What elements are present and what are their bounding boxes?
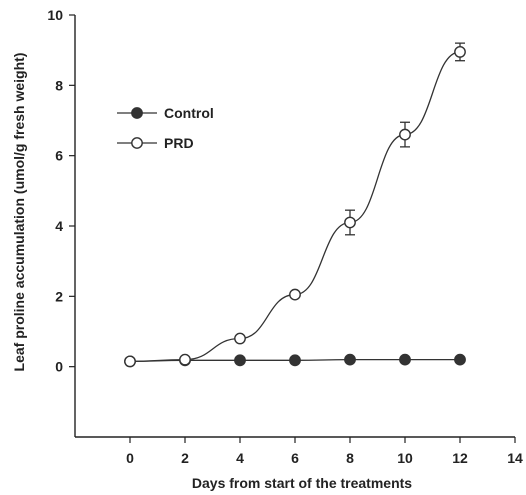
legend-marker-prd bbox=[131, 137, 143, 149]
x-tick-label: 0 bbox=[126, 450, 134, 466]
control-point bbox=[454, 353, 466, 366]
series-prd bbox=[124, 42, 466, 368]
y-tick-label: 2 bbox=[55, 288, 63, 304]
legend-marker-control bbox=[131, 107, 143, 119]
x-tick-label: 2 bbox=[181, 450, 189, 466]
prd-point bbox=[234, 332, 246, 345]
legend-label-control: Control bbox=[164, 105, 214, 121]
prd-point bbox=[124, 355, 136, 368]
y-tick-label: 6 bbox=[55, 148, 63, 164]
y-tick-label: 8 bbox=[55, 77, 63, 93]
control-point bbox=[344, 353, 356, 366]
y-tick-label: 10 bbox=[47, 7, 63, 23]
y-axis-title: Leaf proline accumulation (umol/g fresh … bbox=[11, 53, 27, 372]
control-point bbox=[289, 354, 301, 367]
prd-point bbox=[399, 128, 411, 141]
x-tick-label: 10 bbox=[397, 450, 413, 466]
control-point bbox=[234, 354, 246, 367]
tick-marks: 0 2 4 6 8 10 0 2 4 6 8 10 12 14 bbox=[47, 7, 523, 466]
axes bbox=[74, 15, 515, 438]
y-tick-label: 0 bbox=[55, 359, 63, 375]
x-tick-label: 8 bbox=[346, 450, 354, 466]
x-tick-label: 14 bbox=[507, 450, 523, 466]
series-control bbox=[124, 353, 466, 368]
prd-point bbox=[344, 216, 356, 229]
legend: Control PRD bbox=[117, 105, 214, 151]
series-layer bbox=[124, 42, 466, 368]
prd-point bbox=[179, 353, 191, 366]
legend-label-prd: PRD bbox=[164, 135, 194, 151]
control-point bbox=[399, 353, 411, 366]
prd-line bbox=[129, 51, 461, 363]
x-axis-title: Days from start of the treatments bbox=[192, 475, 412, 491]
prd-point bbox=[289, 288, 301, 301]
prd-point bbox=[454, 46, 466, 58]
x-tick-label: 4 bbox=[236, 450, 244, 466]
y-tick-label: 4 bbox=[55, 218, 63, 234]
x-tick-label: 6 bbox=[291, 450, 299, 466]
x-tick-label: 12 bbox=[452, 450, 468, 466]
